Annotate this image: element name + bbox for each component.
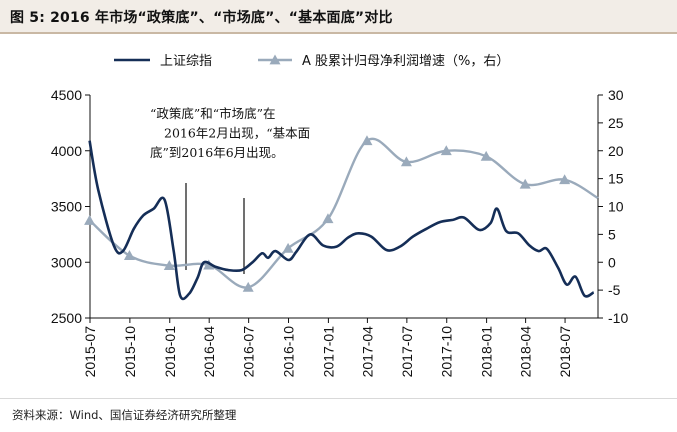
x-tick-label: 2018-01 <box>479 326 495 378</box>
x-tick-label: 2018-04 <box>518 326 534 378</box>
right-tick-label: 30 <box>608 87 624 103</box>
annotation-line: “政策底”和“市场底”在 <box>150 106 276 121</box>
annotation-line: 底”到2016年6月出现。 <box>150 145 284 160</box>
net-profit-growth-point <box>242 281 254 292</box>
net-profit-growth-point <box>84 214 96 225</box>
title-bar: 图 5: 2016 年市场“政策底”、“市场底”、“基本面底”对比 <box>0 0 677 34</box>
net-profit-growth-point <box>440 145 452 156</box>
annotation-line: 2016年2月出现，“基本面 <box>164 126 310 141</box>
shanghai-composite-line <box>88 140 595 301</box>
left-tick-label: 2500 <box>51 310 82 326</box>
x-tick-label: 2015-07 <box>82 326 98 378</box>
x-tick-label: 2017-07 <box>399 326 415 378</box>
net-profit-growth-point <box>123 250 135 260</box>
net-profit-growth-point <box>519 178 531 189</box>
x-tick-label: 2016-04 <box>201 326 217 378</box>
footer: 资料来源：Wind、国信证券经济研究所整理 <box>0 398 677 432</box>
net-profit-growth-point <box>322 213 334 224</box>
x-tick-label: 2017-01 <box>320 326 336 378</box>
left-tick-label: 3500 <box>51 199 82 215</box>
net-profit-growth-point <box>361 135 373 146</box>
right-tick-label: -10 <box>608 310 628 326</box>
net-profit-growth-point <box>559 174 571 185</box>
right-tick-label: 15 <box>608 171 624 187</box>
right-tick-label: -5 <box>608 282 621 298</box>
legend-marker-net-profit-growth <box>269 54 281 65</box>
x-tick-label: 2016-10 <box>281 326 297 378</box>
net-profit-growth-point <box>282 242 294 253</box>
x-tick-label: 2017-04 <box>359 326 375 378</box>
left-tick-label: 4500 <box>51 87 82 103</box>
net-profit-growth-point <box>480 150 492 161</box>
right-tick-label: 10 <box>608 199 624 215</box>
net-profit-growth-line <box>88 137 599 289</box>
x-tick-label: 2017-10 <box>439 326 455 378</box>
x-tick-label: 2016-07 <box>241 326 257 378</box>
right-tick-label: 0 <box>608 254 616 270</box>
legend: 上证综指 A 股累计归母净利润增速（%，右） <box>114 54 509 69</box>
chart-axes: 4500 4000 3500 3000 2500 30 25 20 15 10 5 0 -5 -10 201… <box>51 87 629 377</box>
right-tick-label: 25 <box>608 115 624 131</box>
net-profit-growth-point <box>163 260 175 270</box>
left-tick-label: 3000 <box>51 254 82 270</box>
right-tick-label: 5 <box>608 226 616 242</box>
net-profit-growth-point <box>400 156 412 167</box>
source-note: 资料来源：Wind、国信证券经济研究所整理 <box>12 408 237 422</box>
chart-series <box>84 135 599 301</box>
legend-label-net-profit-growth: A 股累计归母净利润增速（%，右） <box>302 54 509 69</box>
chart-title: 图 5: 2016 年市场“政策底”、“市场底”、“基本面底”对比 <box>10 10 393 26</box>
annotation: “政策底”和“市场底”在 2016年2月出现，“基本面底”到2016年6月出现。 <box>150 106 310 274</box>
left-tick-label: 4000 <box>51 143 82 159</box>
x-tick-label: 2015-10 <box>122 326 138 378</box>
x-tick-label: 2018-07 <box>557 326 573 378</box>
legend-label-shanghai-composite: 上证综指 <box>160 54 212 69</box>
right-tick-label: 20 <box>608 143 624 159</box>
x-tick-label: 2016-01 <box>162 326 178 378</box>
